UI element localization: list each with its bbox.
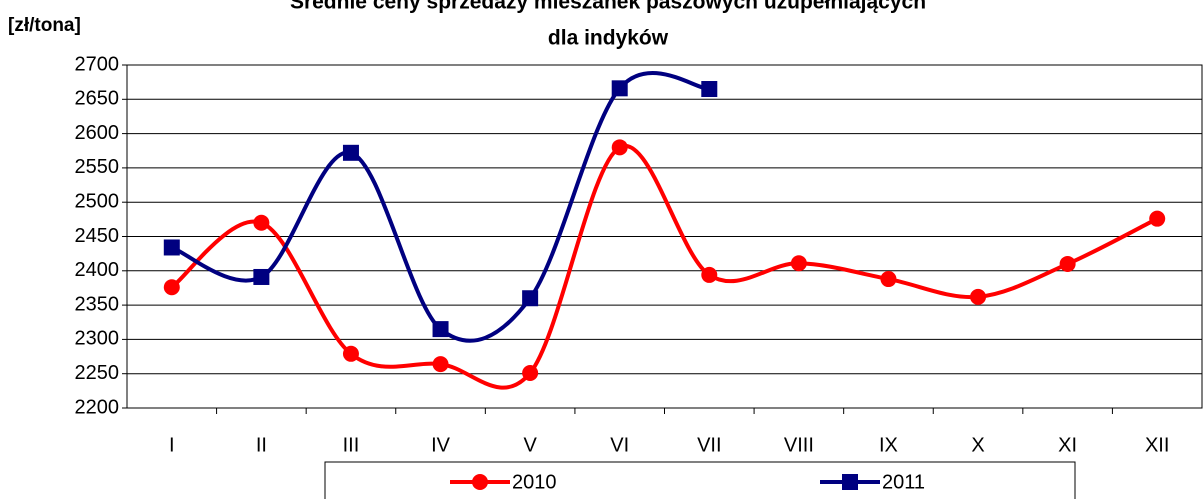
x-tick-label: VII	[697, 434, 721, 456]
data-point	[522, 290, 539, 307]
data-point	[522, 365, 539, 382]
data-point	[1059, 255, 1076, 272]
x-tick-label: X	[971, 434, 984, 456]
y-tick-label: 2550	[75, 156, 120, 178]
y-tick-label: 2200	[75, 396, 120, 418]
y-tick-label: 2400	[75, 259, 120, 281]
data-point	[253, 214, 270, 231]
data-point	[790, 255, 807, 272]
x-tick-label: I	[169, 434, 175, 456]
data-point	[880, 271, 897, 288]
data-point	[342, 144, 359, 161]
chart-title: dla indyków	[548, 27, 669, 50]
data-point	[1149, 210, 1166, 227]
y-tick-label: 2300	[75, 328, 120, 350]
x-tick-label: VI	[610, 434, 629, 456]
data-point	[611, 80, 628, 97]
data-point	[432, 356, 449, 373]
data-point	[970, 288, 987, 305]
series-line	[171, 71, 710, 343]
x-tick-label: XII	[1145, 434, 1169, 456]
y-tick-label: 2600	[75, 122, 120, 144]
x-tick-label: IV	[431, 434, 451, 456]
legend-label: 2011	[882, 471, 925, 493]
y-axis-label: [zł/tona]	[8, 15, 81, 36]
y-tick-label: 2500	[75, 190, 120, 212]
x-tick-label: VIII	[784, 434, 814, 456]
y-tick-label: 2450	[75, 225, 120, 247]
x-tick-label: XI	[1058, 434, 1077, 456]
data-point	[163, 279, 180, 296]
y-tick-label: 2650	[75, 88, 120, 110]
x-tick-label: V	[523, 434, 537, 456]
x-tick-label: III	[343, 434, 360, 456]
data-point	[163, 239, 180, 256]
data-point	[432, 321, 449, 338]
legend-box	[324, 461, 1076, 499]
x-tick-label: II	[256, 434, 267, 456]
data-point	[701, 81, 718, 98]
data-point	[342, 345, 359, 362]
legend-label: 2010	[512, 471, 557, 493]
y-tick-label: 2250	[75, 362, 120, 384]
data-point	[611, 139, 628, 156]
x-tick-label: IX	[879, 434, 898, 456]
data-point	[701, 266, 718, 283]
chart-title: Średnie ceny sprzedaży mieszanek paszowy…	[290, 0, 926, 14]
y-tick-label: 2700	[75, 53, 120, 75]
y-tick-label: 2350	[75, 293, 120, 315]
data-point	[253, 268, 270, 285]
legend-marker	[842, 474, 858, 490]
legend-marker	[472, 474, 488, 490]
